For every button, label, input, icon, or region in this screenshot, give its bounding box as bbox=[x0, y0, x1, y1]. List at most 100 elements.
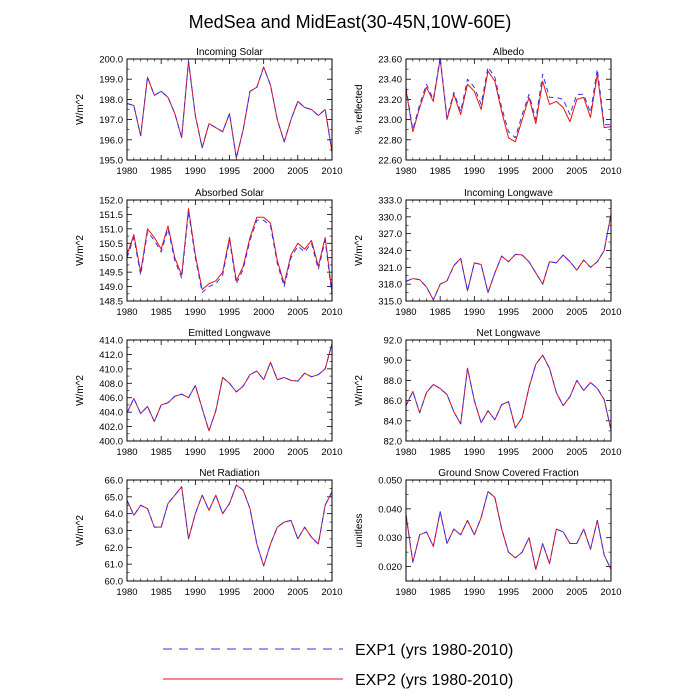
x-tick-label: 1995 bbox=[219, 447, 240, 458]
x-tick-label: 2005 bbox=[566, 447, 587, 458]
x-tick-label: 1995 bbox=[219, 166, 240, 177]
x-tick-label: 1990 bbox=[185, 447, 206, 458]
series-line-exp1 bbox=[405, 213, 612, 301]
y-tick-label: 200.0 bbox=[99, 55, 123, 66]
plot-frame bbox=[405, 479, 612, 582]
series-line-exp2 bbox=[126, 343, 333, 432]
x-tick-label: 1985 bbox=[151, 166, 172, 177]
chart-title: Incoming Longwave bbox=[464, 188, 553, 199]
y-tick-label: 0.030 bbox=[378, 533, 402, 544]
x-tick-label: 2005 bbox=[566, 307, 587, 318]
series-line-exp2 bbox=[126, 60, 333, 159]
chart-title: Albedo bbox=[493, 47, 525, 58]
y-tick-label: 149.5 bbox=[99, 268, 123, 279]
x-tick-label: 1980 bbox=[395, 447, 416, 458]
y-tick-label: 65.0 bbox=[105, 492, 124, 503]
y-tick-label: 414.0 bbox=[99, 336, 123, 347]
y-tick-label: 198.0 bbox=[99, 95, 123, 106]
x-tick-label: 2010 bbox=[600, 307, 621, 318]
plot-frame bbox=[405, 199, 612, 302]
chart-title: Net Longwave bbox=[477, 328, 541, 339]
y-tick-label: 330.0 bbox=[378, 212, 402, 223]
x-tick-label: 1990 bbox=[464, 166, 485, 177]
y-tick-label: 23.00 bbox=[378, 115, 402, 126]
plot-frame bbox=[126, 58, 333, 161]
x-tick-label: 2000 bbox=[253, 447, 274, 458]
plot-frame bbox=[126, 199, 333, 302]
x-tick-label: 2000 bbox=[532, 587, 553, 598]
chart-net-longwave: Net Longwave W/m^2 1980 1985 1990 1995 2000 200… bbox=[354, 328, 622, 458]
x-tick-label: 1995 bbox=[498, 587, 519, 598]
y-tick-label: 333.0 bbox=[378, 196, 402, 207]
plot-frame bbox=[126, 339, 333, 442]
y-axis-label: W/m^2 bbox=[75, 375, 86, 406]
x-tick-label: 2005 bbox=[287, 307, 308, 318]
y-tick-label: 199.0 bbox=[99, 75, 123, 86]
y-tick-label: 408.0 bbox=[99, 379, 123, 390]
y-tick-label: 196.0 bbox=[99, 135, 123, 146]
series-line-exp1 bbox=[126, 343, 333, 432]
legend: EXP1 (yrs 1980-2010) EXP2 (yrs 1980-2010… bbox=[163, 642, 513, 689]
y-axis-label: % reflected bbox=[354, 84, 365, 134]
figure-title: MedSea and MidEast(30-45N,10W-60E) bbox=[189, 12, 512, 32]
series-line-exp2 bbox=[405, 354, 612, 430]
x-tick-label: 1980 bbox=[395, 166, 416, 177]
chart-ground-snow-covered-fraction: Ground Snow Covered Fraction unitless 1980… bbox=[354, 468, 622, 598]
chart-absorbed-solar: Absorbed Solar W/m^2 1980 1985 1990 1995 2000 2… bbox=[75, 188, 343, 318]
y-tick-label: 63.0 bbox=[105, 526, 124, 537]
x-tick-label: 2010 bbox=[600, 587, 621, 598]
y-tick-label: 404.0 bbox=[99, 408, 123, 419]
y-tick-label: 149.0 bbox=[99, 282, 123, 293]
x-tick-label: 1980 bbox=[116, 166, 137, 177]
chart-title: Net Radiation bbox=[199, 468, 260, 479]
chart-title: Absorbed Solar bbox=[195, 188, 265, 199]
legend-label-exp2: EXP2 (yrs 1980-2010) bbox=[355, 672, 513, 689]
panel-grid: Incoming Solar W/m^2 1980 1985 1990 1995 2000 2… bbox=[75, 47, 622, 598]
x-tick-label: 1990 bbox=[464, 587, 485, 598]
series-line-exp1 bbox=[405, 491, 612, 570]
y-axis-label: unitless bbox=[354, 514, 365, 548]
x-tick-label: 2005 bbox=[287, 447, 308, 458]
y-tick-label: 327.0 bbox=[378, 229, 402, 240]
series-line-exp2 bbox=[126, 208, 333, 293]
x-tick-label: 2010 bbox=[321, 166, 342, 177]
y-tick-label: 88.0 bbox=[384, 376, 403, 387]
x-tick-label: 2000 bbox=[253, 307, 274, 318]
series-line-exp2 bbox=[405, 491, 612, 570]
y-tick-label: 402.0 bbox=[99, 422, 123, 433]
x-tick-label: 1985 bbox=[151, 587, 172, 598]
y-tick-label: 0.020 bbox=[378, 562, 402, 573]
series-line-exp2 bbox=[405, 213, 612, 301]
x-tick-label: 1985 bbox=[151, 447, 172, 458]
x-tick-label: 1980 bbox=[395, 307, 416, 318]
chart-title: Incoming Solar bbox=[196, 47, 263, 58]
chart-incoming-solar: Incoming Solar W/m^2 1980 1985 1990 1995 2000 2… bbox=[75, 47, 343, 177]
x-tick-label: 1995 bbox=[219, 307, 240, 318]
y-tick-label: 151.0 bbox=[99, 224, 123, 235]
y-axis-label: W/m^2 bbox=[354, 375, 365, 406]
y-tick-label: 60.0 bbox=[105, 577, 124, 588]
y-tick-label: 410.0 bbox=[99, 364, 123, 375]
x-tick-label: 2005 bbox=[287, 166, 308, 177]
y-axis-label: W/m^2 bbox=[354, 235, 365, 266]
y-tick-label: 61.0 bbox=[105, 560, 124, 571]
y-tick-label: 412.0 bbox=[99, 350, 123, 361]
y-axis-label: W/m^2 bbox=[75, 235, 86, 266]
x-tick-label: 2000 bbox=[253, 166, 274, 177]
y-tick-label: 0.040 bbox=[378, 504, 402, 515]
x-tick-label: 2010 bbox=[600, 447, 621, 458]
y-tick-label: 150.0 bbox=[99, 253, 123, 264]
y-tick-label: 0.050 bbox=[378, 476, 402, 487]
chart-emitted-longwave: Emitted Longwave W/m^2 1980 1985 1990 1995 200… bbox=[75, 328, 343, 458]
y-tick-label: 148.5 bbox=[99, 297, 123, 308]
y-tick-label: 318.0 bbox=[378, 280, 402, 291]
x-tick-label: 1980 bbox=[116, 447, 137, 458]
x-tick-label: 2000 bbox=[532, 166, 553, 177]
x-tick-label: 1990 bbox=[464, 447, 485, 458]
y-axis-label: W/m^2 bbox=[75, 515, 86, 546]
series-line-exp1 bbox=[405, 354, 612, 430]
x-tick-label: 2005 bbox=[566, 587, 587, 598]
x-tick-label: 1995 bbox=[219, 587, 240, 598]
y-tick-label: 86.0 bbox=[384, 396, 403, 407]
